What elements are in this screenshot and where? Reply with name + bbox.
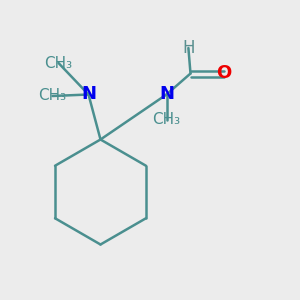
Text: O: O (216, 64, 231, 82)
Text: N: N (159, 85, 174, 103)
Text: CH₃: CH₃ (152, 112, 181, 128)
Text: H: H (182, 39, 195, 57)
Text: CH₃: CH₃ (44, 56, 73, 70)
Text: CH₃: CH₃ (38, 88, 67, 104)
Text: N: N (81, 85, 96, 103)
